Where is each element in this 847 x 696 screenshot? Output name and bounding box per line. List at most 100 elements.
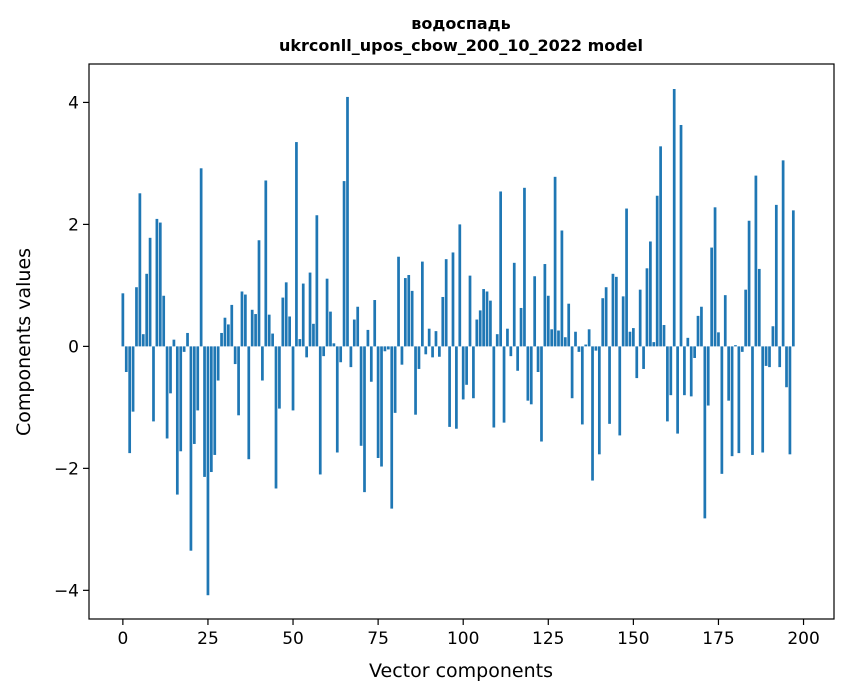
- bar: [363, 346, 366, 493]
- bar: [666, 346, 669, 422]
- bar: [407, 275, 411, 347]
- bar: [386, 346, 390, 350]
- bar: [608, 346, 611, 424]
- bar: [645, 268, 649, 347]
- bar: [278, 346, 281, 409]
- bar: [574, 331, 577, 347]
- bar: [203, 346, 206, 477]
- bar: [533, 276, 537, 347]
- bar: [567, 303, 571, 347]
- bar: [482, 289, 485, 347]
- bar: [220, 332, 223, 347]
- bar: [376, 346, 380, 458]
- bar: [138, 193, 142, 347]
- bar: [267, 314, 271, 347]
- bar: [689, 346, 693, 397]
- bar: [563, 337, 567, 347]
- x-tick-label: 75: [367, 629, 389, 649]
- bar: [424, 346, 428, 355]
- x-tick-label: 0: [117, 629, 128, 649]
- bar: [723, 295, 727, 347]
- bar: [352, 319, 356, 347]
- bar: [468, 275, 472, 347]
- bar: [461, 346, 465, 400]
- bars-group: [121, 89, 795, 596]
- bar: [247, 346, 251, 460]
- bar: [189, 346, 193, 551]
- bar: [438, 346, 441, 357]
- bar: [209, 346, 213, 473]
- bar: [744, 289, 748, 347]
- bar: [584, 344, 588, 347]
- bar: [240, 291, 244, 347]
- bar: [635, 346, 639, 379]
- x-tick-label: 50: [282, 629, 304, 649]
- bar: [434, 331, 438, 347]
- y-tick-label: −2: [54, 459, 79, 479]
- bar: [546, 295, 550, 347]
- bar: [614, 276, 618, 347]
- bar: [536, 346, 540, 372]
- bar: [489, 300, 492, 347]
- bar: [649, 241, 652, 347]
- bar: [145, 273, 149, 347]
- x-tick-label: 175: [702, 629, 734, 649]
- bar: [662, 325, 666, 347]
- bar: [199, 168, 203, 347]
- bar: [676, 346, 679, 434]
- bar: [359, 346, 363, 446]
- bar: [366, 329, 370, 347]
- bar: [414, 346, 417, 415]
- bar: [427, 328, 431, 347]
- bar: [502, 346, 506, 423]
- bar: [652, 342, 656, 347]
- plot-frame: [88, 63, 835, 620]
- bar: [717, 332, 720, 347]
- bar: [124, 346, 128, 372]
- bar: [230, 304, 234, 347]
- bar: [659, 146, 662, 347]
- bar: [152, 346, 155, 422]
- bar: [291, 346, 295, 411]
- bar: [356, 306, 360, 347]
- bar: [196, 346, 200, 411]
- bar: [237, 346, 240, 416]
- bar: [475, 319, 479, 347]
- bar: [261, 346, 264, 381]
- bar: [417, 346, 421, 369]
- bar: [175, 346, 179, 495]
- bar: [519, 307, 523, 347]
- bar: [540, 346, 543, 442]
- bar: [444, 259, 448, 347]
- bar: [506, 328, 509, 347]
- y-axis-ticks: −4 −2 0 2 4: [54, 93, 89, 601]
- bar: [625, 208, 628, 347]
- bar: [373, 300, 377, 347]
- bar: [529, 346, 533, 405]
- bar: [162, 295, 166, 347]
- bar: [346, 96, 349, 347]
- bar: [740, 346, 744, 352]
- x-tick-label: 125: [532, 629, 564, 649]
- bar: [781, 160, 785, 347]
- bar: [768, 346, 771, 368]
- bar: [264, 180, 268, 347]
- bar: [179, 346, 183, 452]
- bar: [632, 328, 635, 347]
- bar: [604, 287, 608, 347]
- bar: [611, 273, 615, 347]
- bar: [703, 346, 707, 519]
- bar: [557, 330, 560, 347]
- bar: [771, 326, 775, 347]
- bar: [308, 272, 312, 347]
- bar: [128, 346, 132, 454]
- bar: [441, 296, 445, 347]
- bar: [543, 264, 547, 347]
- bar: [305, 346, 308, 358]
- bar: [580, 346, 584, 425]
- bar: [791, 210, 795, 347]
- bar: [121, 293, 125, 347]
- x-tick-label: 150: [617, 629, 649, 649]
- bar: [186, 332, 189, 347]
- bar: [131, 346, 135, 412]
